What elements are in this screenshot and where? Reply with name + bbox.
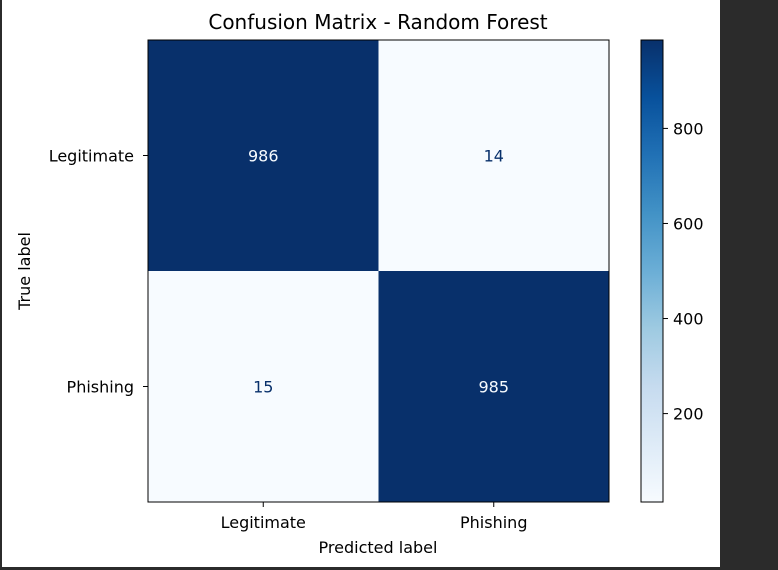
chart-title: Confusion Matrix - Random Forest bbox=[208, 10, 547, 34]
colorbar-tick-label: 600 bbox=[673, 214, 704, 233]
matrix-cell bbox=[378, 271, 610, 503]
colorbar-tick-label: 200 bbox=[673, 405, 704, 424]
matrix-cell bbox=[148, 271, 379, 503]
colorbar-tick-label: 400 bbox=[673, 310, 704, 329]
cell-value-label: 985 bbox=[478, 378, 509, 397]
cell-value-label: 986 bbox=[248, 147, 279, 166]
colorbar-tick-label: 800 bbox=[673, 119, 704, 138]
colorbar-ticks: 200 400 600 800 bbox=[663, 119, 704, 424]
x-axis-label: Predicted label bbox=[319, 538, 438, 557]
frame-bottom-border bbox=[0, 567, 720, 570]
y-axis-ticks: Legitimate Phishing bbox=[49, 147, 148, 397]
matrix-cell bbox=[378, 40, 610, 272]
y-axis-label: True label bbox=[15, 232, 34, 311]
colorbar bbox=[640, 39, 664, 503]
confusion-matrix-chart: Confusion Matrix - Random Forest 986 14 15… bbox=[15, 10, 704, 557]
background-panel bbox=[720, 0, 778, 570]
cell-value-label: 15 bbox=[253, 378, 273, 397]
y-tick-label: Legitimate bbox=[49, 147, 134, 166]
y-tick-label: Phishing bbox=[67, 378, 134, 397]
frame-left-border bbox=[0, 0, 2, 570]
matrix-cell-labels: 986 14 15 985 bbox=[248, 147, 509, 397]
x-axis-ticks: Legitimate Phishing bbox=[221, 502, 527, 532]
matrix-cells bbox=[148, 40, 610, 503]
matrix-frame bbox=[147, 39, 610, 503]
x-tick-label: Phishing bbox=[460, 513, 527, 532]
matrix-cell bbox=[148, 40, 379, 272]
x-tick-label: Legitimate bbox=[221, 513, 306, 532]
cell-value-label: 14 bbox=[484, 147, 504, 166]
